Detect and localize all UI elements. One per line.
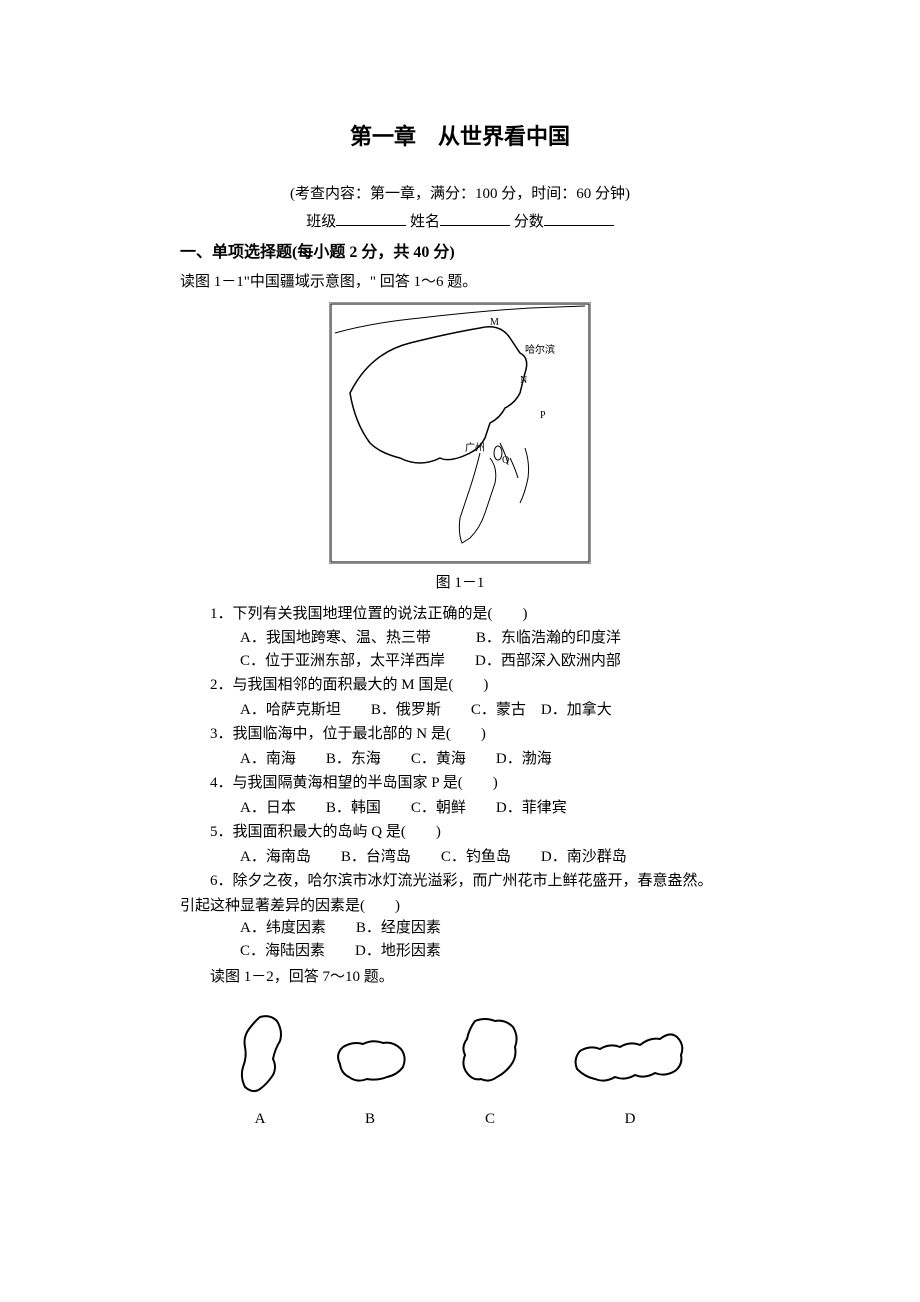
name-blank[interactable] bbox=[440, 210, 510, 226]
q6-D: D．地形因素 bbox=[355, 943, 441, 959]
q3-options: A．南海 B．东海 C．黄海 D．渤海 bbox=[180, 748, 740, 771]
q2-A: A．哈萨克斯坦 bbox=[240, 702, 341, 718]
q3-A: A．南海 bbox=[240, 751, 296, 767]
q2-C: C．蒙古 bbox=[471, 702, 526, 718]
q6-B: B．经度因素 bbox=[356, 920, 441, 936]
province-B-shape bbox=[325, 1029, 415, 1099]
q4-C: C．朝鲜 bbox=[411, 800, 466, 816]
province-C-label: C bbox=[445, 1108, 535, 1131]
q3-D: D．渤海 bbox=[496, 751, 552, 767]
q6-A: A．纬度因素 bbox=[240, 920, 326, 936]
figure-2-row: A B C D bbox=[180, 1009, 740, 1131]
q2-D: D．加拿大 bbox=[541, 702, 612, 718]
q6-C: C．海陆因素 bbox=[240, 943, 325, 959]
q1-stem: 1．下列有关我国地理位置的说法正确的是( ) bbox=[180, 603, 740, 626]
score-blank[interactable] bbox=[544, 210, 614, 226]
province-B-label: B bbox=[325, 1108, 415, 1131]
map-label-harbin: 哈尔滨 bbox=[525, 343, 555, 358]
class-label: 班级 bbox=[306, 214, 336, 230]
instruction-1: 读图 1－1"中国疆域示意图，" 回答 1～6 题。 bbox=[180, 271, 740, 294]
province-C-shape bbox=[445, 1009, 535, 1099]
q4-options: A．日本 B．韩国 C．朝鲜 D．菲律宾 bbox=[180, 797, 740, 820]
section-1-header: 一、单项选择题(每小题 2 分，共 40 分) bbox=[180, 241, 740, 265]
province-D-shape bbox=[565, 1019, 695, 1099]
name-label: 姓名 bbox=[410, 214, 440, 230]
q6-options-row1: A．纬度因素 B．经度因素 bbox=[180, 917, 740, 940]
q1-A: A．我国地跨寒、温、热三带 bbox=[240, 630, 431, 646]
student-info-line: 班级 姓名 分数 bbox=[180, 210, 740, 234]
q4-stem: 4．与我国隔黄海相望的半岛国家 P 是( ) bbox=[180, 772, 740, 795]
q4-A: A．日本 bbox=[240, 800, 296, 816]
map-label-n: N bbox=[520, 373, 527, 388]
province-A-label: A bbox=[225, 1108, 295, 1131]
china-map-svg bbox=[330, 303, 590, 563]
figure-1-caption: 图 1－1 bbox=[180, 572, 740, 595]
q3-stem: 3．我国临海中，位于最北部的 N 是( ) bbox=[180, 723, 740, 746]
province-C: C bbox=[445, 1009, 535, 1131]
q2-stem: 2．与我国相邻的面积最大的 M 国是( ) bbox=[180, 674, 740, 697]
province-D-label: D bbox=[565, 1108, 695, 1131]
q1-options-row2: C．位于亚洲东部，太平洋西岸 D．西部深入欧洲内部 bbox=[180, 650, 740, 673]
q6-line1: 6．除夕之夜，哈尔滨市冰灯流光溢彩，而广州花市上鲜花盛开，春意盎然。 bbox=[180, 870, 740, 893]
q3-C: C．黄海 bbox=[411, 751, 466, 767]
map-label-p: P bbox=[540, 408, 546, 423]
q2-options: A．哈萨克斯坦 B．俄罗斯 C．蒙古 D．加拿大 bbox=[180, 699, 740, 722]
instruction-2: 读图 1－2，回答 7～10 题。 bbox=[180, 966, 740, 989]
map-label-m: M bbox=[490, 315, 499, 330]
figure-1-map: M 哈尔滨 N 广州 Q P bbox=[329, 302, 591, 564]
q2-B: B．俄罗斯 bbox=[371, 702, 441, 718]
q5-B: B．台湾岛 bbox=[341, 849, 411, 865]
province-A: A bbox=[225, 1009, 295, 1131]
q1-D: D．西部深入欧洲内部 bbox=[475, 653, 621, 669]
q5-C: C．钓鱼岛 bbox=[441, 849, 511, 865]
page-container: 第一章 从世界看中国 (考查内容：第一章，满分：100 分，时间：60 分钟) … bbox=[0, 0, 920, 1175]
map-label-q: Q bbox=[502, 453, 509, 468]
q5-D: D．南沙群岛 bbox=[541, 849, 627, 865]
q6-options-row2: C．海陆因素 D．地形因素 bbox=[180, 940, 740, 963]
map-label-guangzhou: 广州 bbox=[465, 441, 485, 456]
figure-1-block: M 哈尔滨 N 广州 Q P 图 1－1 bbox=[180, 302, 740, 595]
q4-D: D．菲律宾 bbox=[496, 800, 567, 816]
q5-A: A．海南岛 bbox=[240, 849, 311, 865]
q1-C: C．位于亚洲东部，太平洋西岸 bbox=[240, 653, 445, 669]
exam-info: (考查内容：第一章，满分：100 分，时间：60 分钟) bbox=[180, 183, 740, 206]
province-B: B bbox=[325, 1029, 415, 1131]
chapter-title: 第一章 从世界看中国 bbox=[180, 120, 740, 153]
q5-options: A．海南岛 B．台湾岛 C．钓鱼岛 D．南沙群岛 bbox=[180, 846, 740, 869]
q6-line2: 引起这种显著差异的因素是( ) bbox=[180, 895, 740, 918]
province-A-shape bbox=[225, 1009, 295, 1099]
class-blank[interactable] bbox=[336, 210, 406, 226]
q4-B: B．韩国 bbox=[326, 800, 381, 816]
q1-B: B．东临浩瀚的印度洋 bbox=[476, 630, 621, 646]
province-D: D bbox=[565, 1019, 695, 1131]
q1-options-row1: A．我国地跨寒、温、热三带 B．东临浩瀚的印度洋 bbox=[180, 627, 740, 650]
q3-B: B．东海 bbox=[326, 751, 381, 767]
score-label: 分数 bbox=[514, 214, 544, 230]
q5-stem: 5．我国面积最大的岛屿 Q 是( ) bbox=[180, 821, 740, 844]
